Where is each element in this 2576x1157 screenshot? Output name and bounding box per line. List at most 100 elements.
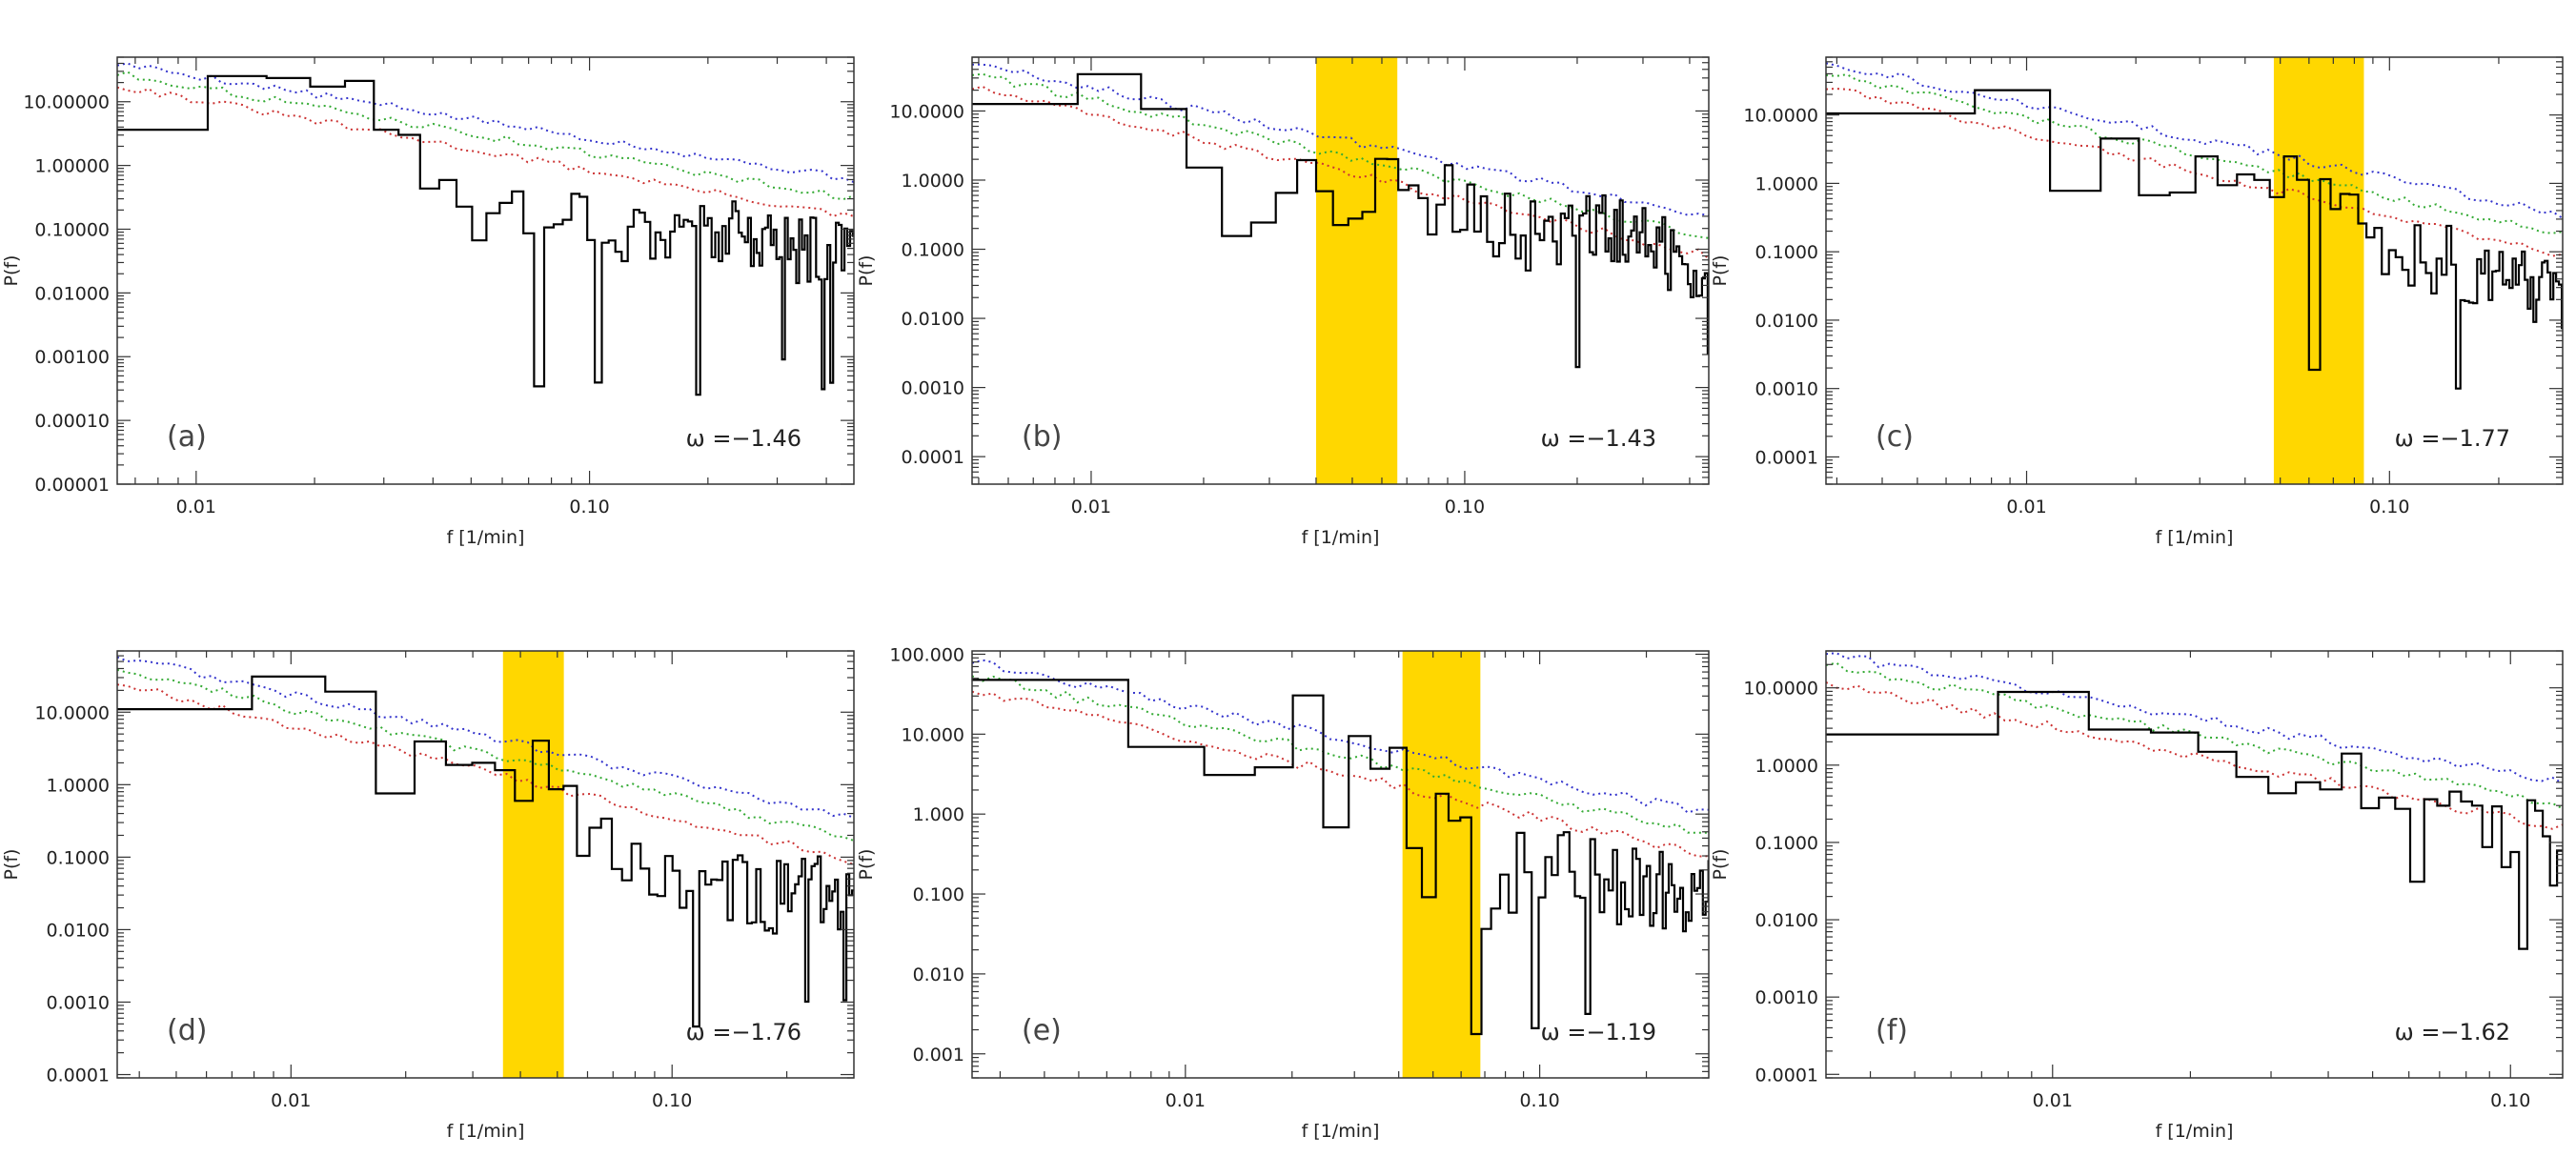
conf-green-curve xyxy=(1826,73,2563,234)
y-axis-label: P(f) xyxy=(856,849,877,881)
y-tick-label: 0.1000 xyxy=(902,240,964,261)
x-tick-label: 0.10 xyxy=(2369,497,2409,518)
plot-frame xyxy=(1825,56,2564,485)
conf-green-curve xyxy=(117,668,854,842)
conf-red-curve xyxy=(1826,681,2563,830)
y-tick-label: 1.0000 xyxy=(1755,173,1818,194)
power-spectrum-line xyxy=(1826,89,2563,390)
highlight-band xyxy=(1402,651,1481,1078)
power-spectrum-line xyxy=(117,675,854,1028)
y-tick-label: 0.0001 xyxy=(47,1066,110,1086)
y-tick-label: 0.0100 xyxy=(1755,311,1818,332)
y-tick-label: 10.0000 xyxy=(1743,106,1818,127)
y-tick-label: 0.0010 xyxy=(1755,987,1818,1008)
x-axis-label: f [1/min] xyxy=(447,1121,525,1142)
omega-annotation: ω =−1.43 xyxy=(1541,425,1656,452)
panel-letter: (f) xyxy=(1876,1014,1908,1047)
y-tick-label: 1.0000 xyxy=(902,171,964,192)
y-tick-label: 0.001 xyxy=(913,1045,964,1066)
conf-red-curve xyxy=(117,683,854,866)
y-tick-label: 0.00001 xyxy=(34,475,110,496)
conf-red-curve xyxy=(972,690,1709,858)
panel-c: 0.01 0.10 0.0001 0.0010 0.0100 0.1000 1.0000 10… xyxy=(1710,56,2564,548)
panel-b: 0.01 0.10 0.0001 0.0010 0.0100 0.1000 1.0000 10… xyxy=(856,56,1710,548)
conf-blue-curve xyxy=(117,62,854,184)
y-tick-label: 10.00000 xyxy=(23,92,110,113)
y-tick-label: 10.0000 xyxy=(1743,679,1818,700)
x-tick-label: 0.10 xyxy=(1519,1090,1559,1111)
plot-frame xyxy=(116,56,855,485)
x-tick-label: 0.01 xyxy=(2033,1090,2073,1111)
x-axis-label: f [1/min] xyxy=(2156,1121,2234,1142)
omega-annotation: ω =−1.62 xyxy=(2395,1019,2510,1045)
x-tick-label: 0.10 xyxy=(652,1090,692,1111)
conf-red-curve xyxy=(1826,87,2563,257)
y-tick-label: 0.1000 xyxy=(1755,242,1818,263)
x-axis-label: f [1/min] xyxy=(1302,527,1380,548)
panel-letter: (a) xyxy=(167,420,207,454)
x-tick-label: 0.10 xyxy=(2490,1090,2530,1111)
omega-annotation: ω =−1.19 xyxy=(1541,1019,1656,1045)
y-tick-label: 0.10000 xyxy=(34,219,110,240)
y-tick-label: 1.000 xyxy=(913,804,964,825)
y-tick-label: 0.0100 xyxy=(902,309,964,330)
y-tick-label: 100.000 xyxy=(889,644,964,665)
x-tick-label: 0.10 xyxy=(569,497,609,518)
highlight-band xyxy=(1315,57,1398,484)
y-tick-label: 1.0000 xyxy=(47,775,110,796)
panel-f: 0.01 0.10 0.0001 0.0010 0.0100 0.1000 1.0000 10… xyxy=(1710,650,2564,1142)
y-tick-label: 0.01000 xyxy=(34,283,110,304)
conf-green-curve xyxy=(972,675,1709,834)
x-tick-label: 0.01 xyxy=(271,1090,311,1111)
y-tick-label: 0.0001 xyxy=(1755,447,1818,468)
highlight-band xyxy=(2273,57,2364,484)
conf-blue-curve xyxy=(972,63,1709,216)
y-tick-label: 10.0000 xyxy=(889,101,964,122)
panel-letter: (b) xyxy=(1022,420,1062,454)
y-tick-label: 0.0010 xyxy=(47,992,110,1013)
conf-green-curve xyxy=(117,71,854,201)
y-tick-label: 0.010 xyxy=(913,964,964,985)
omega-annotation: ω =−1.77 xyxy=(2395,425,2510,452)
omega-annotation: ω =−1.46 xyxy=(686,425,801,452)
y-tick-label: 10.000 xyxy=(902,724,964,745)
y-axis-label: P(f) xyxy=(1710,255,1731,287)
x-axis-label: f [1/min] xyxy=(1302,1121,1380,1142)
omega-annotation: ω =−1.76 xyxy=(686,1019,801,1045)
x-tick-label: 0.01 xyxy=(2006,497,2046,518)
y-tick-label: 0.100 xyxy=(913,884,964,905)
conf-blue-curve xyxy=(1826,62,2563,219)
y-tick-label: 1.00000 xyxy=(34,156,110,177)
y-axis-label: P(f) xyxy=(856,255,877,287)
power-spectrum-line xyxy=(972,679,1709,1036)
y-tick-label: 0.0001 xyxy=(1755,1065,1818,1086)
plot-frame xyxy=(1825,650,2564,1079)
plot-frame xyxy=(971,650,1710,1079)
plot-frame xyxy=(971,56,1710,485)
conf-blue-curve xyxy=(972,659,1709,814)
panel-d: 0.01 0.10 0.0001 0.0010 0.0100 0.1000 1.0000 10… xyxy=(1,650,855,1142)
x-axis-label: f [1/min] xyxy=(447,527,525,548)
conf-blue-curve xyxy=(117,656,854,819)
y-tick-label: 0.0010 xyxy=(1755,379,1818,400)
panel-letter: (c) xyxy=(1876,420,1914,454)
panel-e: 0.01 0.10 0.001 0.010 0.100 1.000 10.000 100.00… xyxy=(856,644,1710,1142)
x-axis-label: f [1/min] xyxy=(2156,527,2234,548)
y-tick-label: 0.00010 xyxy=(34,411,110,432)
x-tick-label: 0.01 xyxy=(1071,497,1111,518)
panel-a: 0.01 0.10 0.00001 0.00010 0.00100 0.01000 0.10… xyxy=(1,56,855,548)
conf-red-curve xyxy=(117,86,854,218)
plot-frame xyxy=(116,650,855,1079)
power-spectrum-line xyxy=(1826,690,2563,950)
x-tick-label: 0.01 xyxy=(176,497,216,518)
conf-blue-curve xyxy=(1826,652,2563,784)
y-tick-label: 0.0010 xyxy=(902,378,964,399)
conf-green-curve xyxy=(1826,661,2563,810)
y-axis-label: P(f) xyxy=(1,849,22,881)
y-tick-label: 0.1000 xyxy=(1755,833,1818,854)
y-tick-label: 0.0001 xyxy=(902,447,964,468)
y-tick-label: 10.0000 xyxy=(34,702,110,723)
conf-red-curve xyxy=(972,85,1709,260)
y-tick-label: 1.0000 xyxy=(1755,756,1818,777)
